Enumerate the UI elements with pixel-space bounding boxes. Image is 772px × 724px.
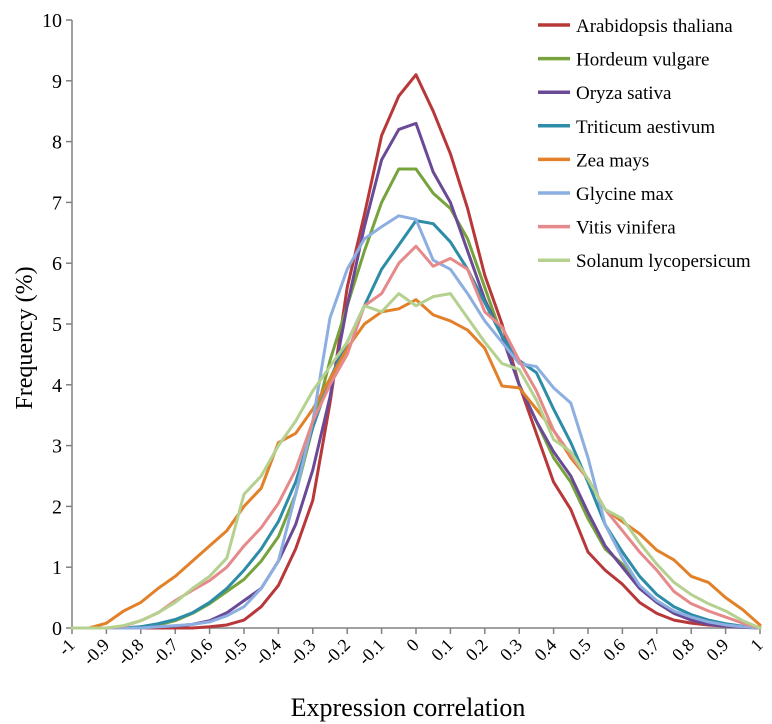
x-tick-label: 0.4 bbox=[530, 635, 560, 665]
y-tick-label: 1 bbox=[52, 557, 62, 579]
x-tick-label: -0.9 bbox=[79, 635, 113, 669]
legend-label: Zea mays bbox=[576, 150, 649, 171]
y-axis-ticks: 0 1 2 3 4 5 6 7 8 9 10 bbox=[42, 10, 72, 640]
x-tick-label: 0.5 bbox=[565, 635, 595, 665]
legend-label: Triticum aestivum bbox=[576, 117, 715, 138]
series-line-vitis-vinifera bbox=[70, 244, 762, 630]
series-line-arabidopsis-thaliana bbox=[70, 73, 762, 630]
x-axis-ticks: -1 -0.9 -0.8 -0.7 -0.6 -0.5 -0.4 -0.3 -0.2 -0.1 0 0… bbox=[54, 628, 767, 669]
y-tick-label: 5 bbox=[52, 314, 62, 336]
legend-label: Vitis vinifera bbox=[576, 218, 676, 239]
series-line-glycine-max bbox=[70, 214, 762, 630]
y-tick-label: 9 bbox=[52, 71, 62, 93]
series-line-triticum-aestivum bbox=[70, 219, 762, 630]
legend: Arabidopsis thaliana Hordeum vulgare Oryza… bbox=[538, 16, 751, 272]
x-tick-label: 0.7 bbox=[634, 635, 664, 665]
x-tick-label: -0.2 bbox=[320, 635, 354, 669]
x-tick-label: 1 bbox=[746, 635, 767, 656]
x-tick-label: -0.4 bbox=[251, 635, 285, 669]
x-tick-label: -0.1 bbox=[354, 635, 388, 669]
x-tick-label: -0.6 bbox=[182, 635, 216, 669]
y-tick-label: 0 bbox=[52, 618, 62, 640]
y-tick-label: 8 bbox=[52, 132, 62, 154]
x-tick-label: -0.8 bbox=[113, 635, 147, 669]
x-tick-label: 0.1 bbox=[427, 635, 457, 665]
y-tick-label: 3 bbox=[52, 436, 62, 458]
series-lines bbox=[70, 73, 762, 630]
legend-label: Oryza sativa bbox=[576, 83, 672, 104]
legend-label: Arabidopsis thaliana bbox=[576, 16, 733, 37]
x-tick-label: -0.7 bbox=[148, 635, 182, 669]
x-tick-label: 0.2 bbox=[462, 635, 492, 665]
x-tick-label: -0.3 bbox=[285, 635, 319, 669]
x-tick-label: 0.9 bbox=[702, 635, 732, 665]
series-line-solanum-lycopersicum bbox=[70, 292, 762, 630]
y-tick-label: 2 bbox=[52, 496, 62, 518]
y-tick-label: 4 bbox=[52, 375, 62, 397]
x-tick-label: 0.8 bbox=[668, 635, 698, 665]
x-tick-label: 0.3 bbox=[496, 635, 526, 665]
y-axis-title: Frequency (%) bbox=[12, 266, 38, 409]
y-tick-label: 7 bbox=[52, 192, 62, 214]
x-tick-label: 0.6 bbox=[599, 635, 629, 665]
x-axis-title: Expression correlation bbox=[291, 693, 526, 722]
legend-label: Hordeum vulgare bbox=[576, 50, 709, 71]
y-tick-label: 6 bbox=[52, 253, 62, 275]
legend-label: Solanum lycopersicum bbox=[576, 251, 751, 272]
y-tick-label: 10 bbox=[42, 10, 62, 32]
series-line-zea-mays bbox=[70, 298, 762, 630]
x-tick-label: 0 bbox=[402, 635, 423, 656]
x-tick-label: -0.5 bbox=[217, 635, 251, 669]
legend-label: Glycine max bbox=[576, 184, 674, 205]
